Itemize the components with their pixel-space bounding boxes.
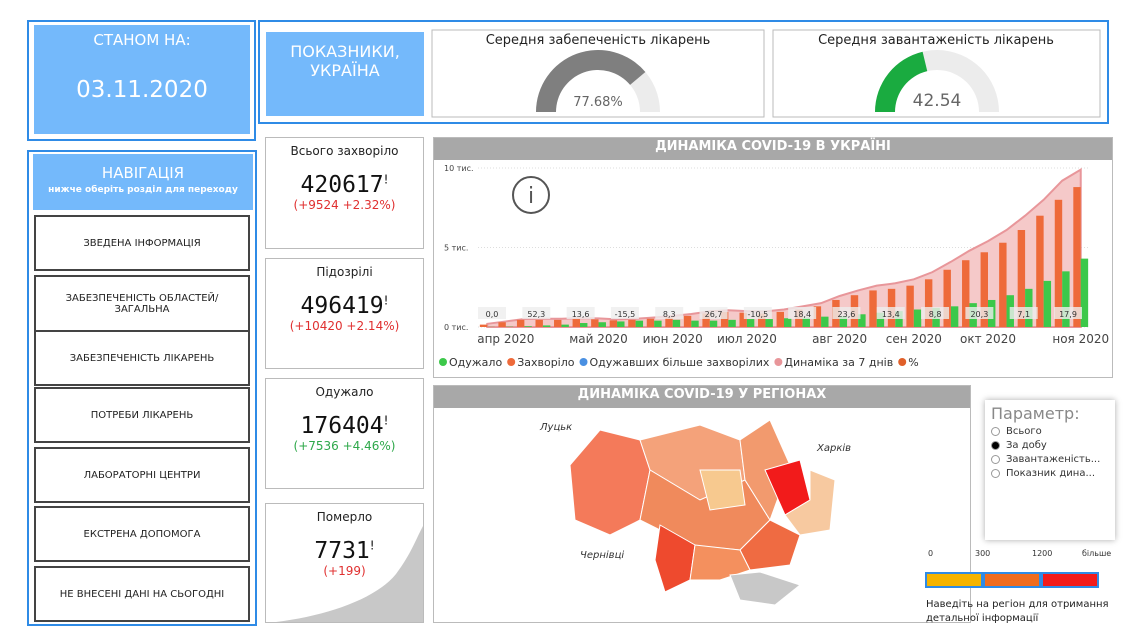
kpi-title: Одужало (315, 385, 374, 399)
chart-title: ДИНАМІКА COVID-19 В УКРАЇНІ (434, 138, 1112, 160)
nav-button[interactable]: ЗАБЕЗПЕЧЕНІСТЬ ОБЛАСТЕЙ/ ЗАГАЛЬНА (34, 275, 250, 333)
gauge-value: 42.54 (913, 91, 962, 111)
nav-button[interactable]: ЕКСТРЕНА ДОПОМОГА (34, 506, 250, 562)
date-box: СТАНОМ НА: 03.11.2020 (34, 25, 250, 134)
gauge-card (431, 29, 765, 118)
kpi-delta: (+199) (323, 564, 366, 578)
date-value: 03.11.2020 (76, 77, 208, 103)
kpi-card: Всього захворіло 420617! (+9524 +2.32%) (265, 137, 424, 249)
gauge-title: Середня забепеченість лікарень (486, 33, 711, 48)
kpi-alert: ! (369, 538, 375, 553)
date-frame: СТАНОМ НА: 03.11.2020 (27, 20, 256, 141)
radio[interactable] (991, 441, 1000, 450)
nav-button[interactable]: ЛАБОРАТОРНІ ЦЕНТРИ (34, 447, 250, 503)
parameter-panel: Параметр: Всього За добу Завантаженість...… (985, 400, 1115, 540)
option-label: Всього (1006, 426, 1042, 437)
indicators-frame: ПОКАЗНИКИ, УКРАЇНА (258, 20, 1109, 124)
indicators-title: ПОКАЗНИКИ, УКРАЇНА (266, 32, 424, 116)
kpi-title: Всього захворіло (290, 144, 399, 158)
nav-subtitle: нижче оберіть розділ для переходу (48, 185, 238, 195)
kpi-alert: ! (383, 172, 389, 187)
kpi-title: Померло (316, 510, 373, 524)
gauge-value: 77.68% (573, 95, 623, 110)
radio[interactable] (991, 455, 1000, 464)
kpi-number: 7731 (314, 538, 370, 564)
gauge-fill (536, 49, 646, 112)
kpi-number: 496419 (300, 293, 384, 319)
map-hint: Наведіть на регіон для отримання детальн… (926, 599, 1109, 624)
kpi-title: Підозрілі (316, 265, 373, 279)
parameter-option[interactable]: Показник дина... (991, 468, 1109, 479)
option-label: Показник дина... (1006, 468, 1095, 479)
kpi-card: Одужало 176404! (+7536 +4.46%) (265, 378, 424, 489)
parameter-title: Параметр: (991, 404, 1080, 423)
map-panel: ДИНАМІКА COVID-19 У РЕГІОНАХ (433, 385, 971, 623)
kpi-number: 420617 (300, 172, 384, 198)
kpi-delta: (+7536 +4.46%) (293, 439, 396, 453)
gauge-fill (875, 51, 928, 112)
parameter-option[interactable]: За добу (991, 440, 1109, 451)
radio[interactable] (991, 427, 1000, 436)
kpi-card: Підозрілі 496419! (+10420 +2.14%) (265, 258, 424, 369)
date-label: СТАНОМ НА: (93, 31, 191, 49)
gauge-card (772, 29, 1101, 118)
sparkline-area (276, 526, 423, 622)
kpi-alert: ! (383, 413, 389, 428)
map-title: ДИНАМІКА COVID-19 У РЕГІОНАХ (434, 386, 970, 408)
nav-button[interactable]: ЗВЕДЕНА ІНФОРМАЦІЯ (34, 215, 250, 271)
gauge-title: Середня завантаженість лікарень (818, 33, 1054, 48)
parameter-option[interactable]: Всього (991, 426, 1109, 437)
sparkline (276, 526, 423, 622)
nav-header: НАВІГАЦІЯ нижче оберіть розділ для перех… (33, 154, 253, 210)
chart-panel: ДИНАМІКА COVID-19 В УКРАЇНІ (433, 137, 1113, 378)
kpi-alert: ! (383, 293, 389, 308)
kpi-value: 496419! (266, 293, 423, 319)
kpi-value: 420617! (266, 172, 423, 198)
radio[interactable] (991, 469, 1000, 478)
kpi-value: 176404! (266, 413, 423, 439)
option-label: Завантаженість... (1006, 454, 1101, 465)
option-label: За добу (1006, 440, 1047, 451)
nav-title: НАВІГАЦІЯ (101, 164, 185, 182)
nav-button[interactable]: НЕ ВНЕСЕНІ ДАНІ НА СЬОГОДНІ (34, 566, 250, 622)
kpi-value: 7731! (266, 538, 423, 564)
kpi-card: Померло 7731! (+199) (265, 503, 424, 623)
nav-button[interactable]: ПОТРЕБИ ЛІКАРЕНЬ (34, 387, 250, 443)
kpi-delta: (+9524 +2.32%) (293, 198, 396, 212)
kpi-number: 176404 (300, 413, 384, 439)
kpi-delta: (+10420 +2.14%) (289, 319, 400, 333)
parameter-option[interactable]: Завантаженість... (991, 454, 1109, 465)
nav-frame: НАВІГАЦІЯ нижче оберіть розділ для перех… (27, 150, 257, 626)
nav-button[interactable]: ЗАБЕЗПЕЧЕНІСТЬ ЛІКАРЕНЬ (34, 330, 250, 386)
